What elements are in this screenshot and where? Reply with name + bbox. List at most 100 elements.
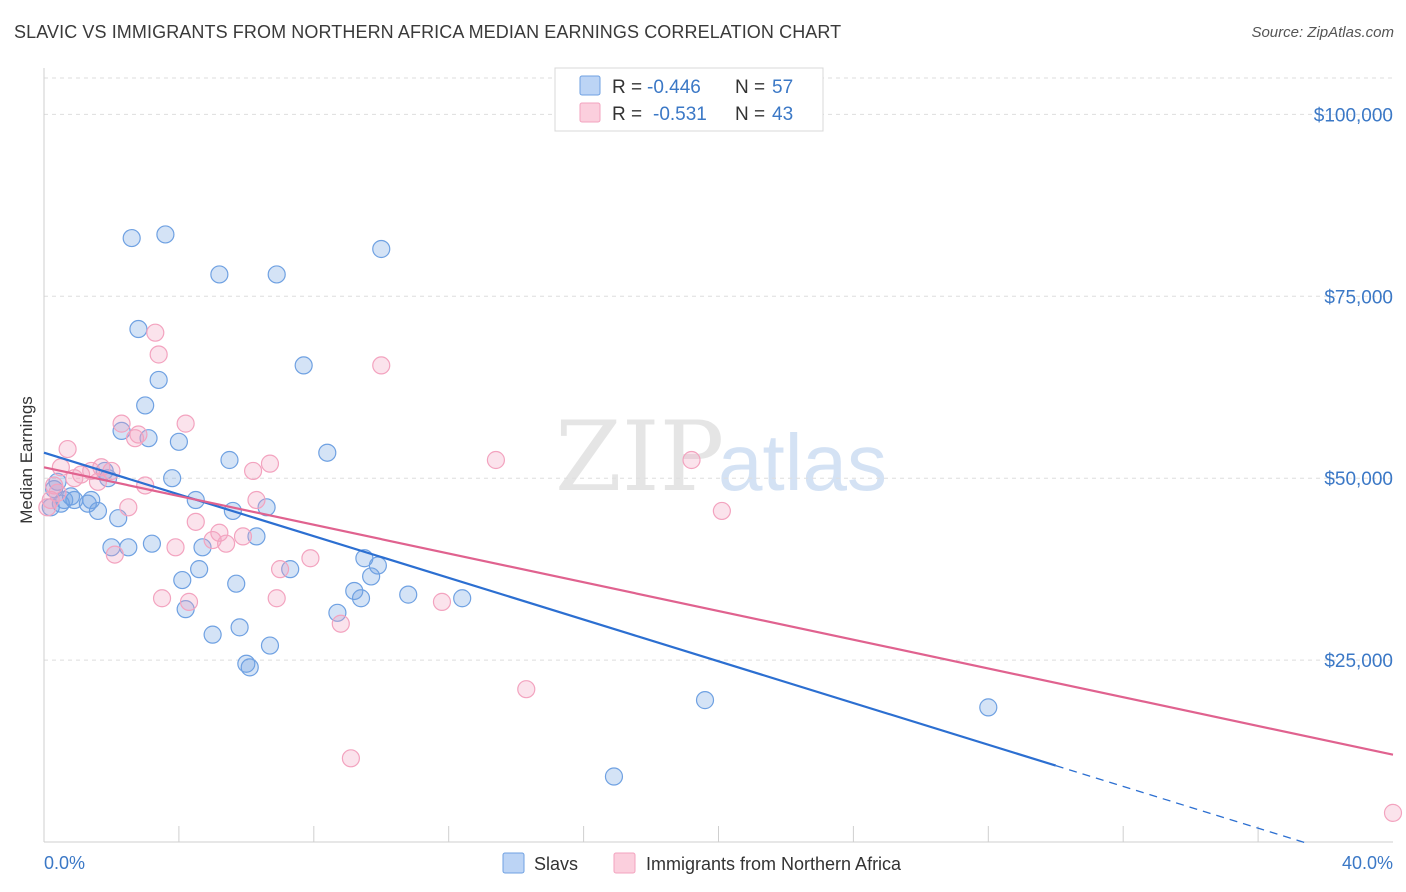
- point-slavs: [169, 432, 188, 451]
- point-immigrants: [119, 498, 138, 517]
- bottom-legend-label-immigrants: Immigrants from Northern Africa: [646, 854, 902, 874]
- x-tick-max: 40.0%: [1342, 853, 1393, 873]
- point-slavs: [88, 501, 108, 521]
- point-slavs: [368, 556, 387, 575]
- trend-line-slavs-extension: [1055, 764, 1309, 845]
- point-immigrants: [176, 414, 195, 433]
- point-slavs: [163, 469, 182, 488]
- legend-r-label-2: R =: [612, 104, 642, 125]
- y-tick-label: $100,000: [1314, 105, 1393, 126]
- legend-n-value-1: 57: [772, 77, 793, 98]
- watermark: ZIP atlas: [555, 401, 887, 513]
- point-immigrants: [112, 414, 131, 433]
- point-immigrants: [267, 589, 286, 608]
- point-slavs: [453, 589, 472, 608]
- point-slavs: [247, 527, 266, 546]
- point-immigrants: [1383, 803, 1403, 822]
- point-immigrants: [486, 450, 506, 470]
- point-slavs: [318, 443, 337, 462]
- bottom-legend-label-slavs: Slavs: [534, 854, 578, 874]
- point-immigrants: [243, 461, 263, 481]
- point-immigrants: [301, 549, 320, 568]
- point-slavs: [604, 767, 624, 786]
- point-slavs: [230, 618, 249, 637]
- point-slavs: [294, 356, 313, 375]
- point-slavs: [173, 570, 192, 590]
- legend-r-value-2: -0.531: [653, 104, 707, 125]
- point-immigrants: [712, 501, 731, 521]
- point-immigrants: [432, 592, 452, 611]
- point-slavs: [156, 225, 175, 244]
- point-slavs: [82, 490, 101, 510]
- point-slavs: [267, 265, 286, 284]
- x-tick-labels: 0.0% 40.0%: [44, 853, 1393, 873]
- point-slavs: [362, 567, 381, 586]
- legend-r-value-1: -0.446: [647, 77, 701, 98]
- point-slavs: [345, 581, 364, 601]
- trend-line-slavs: [43, 451, 1057, 767]
- grid-lines: [44, 77, 1393, 661]
- series-immigrants-points: [38, 323, 1403, 822]
- point-immigrants: [247, 490, 266, 510]
- point-slavs: [220, 450, 239, 470]
- legend-r-label-1: R =: [612, 77, 642, 98]
- series-legend: Slavs Immigrants from Northern Africa: [502, 852, 902, 874]
- point-immigrants: [372, 356, 391, 375]
- point-slavs: [260, 636, 280, 655]
- point-immigrants: [270, 560, 290, 579]
- point-immigrants: [105, 545, 124, 564]
- y-axis-label: Median Earnings: [17, 396, 36, 524]
- legend-swatch-immigrants: [579, 102, 601, 123]
- point-immigrants: [166, 538, 185, 557]
- point-slavs: [695, 691, 715, 710]
- point-slavs: [328, 603, 347, 622]
- point-immigrants: [517, 680, 536, 699]
- point-slavs: [399, 585, 418, 604]
- point-immigrants: [41, 490, 60, 510]
- watermark-zip: ZIP: [555, 401, 724, 513]
- bottom-legend-swatch-immigrants: [613, 852, 636, 874]
- point-immigrants: [129, 425, 148, 444]
- point-slavs: [979, 698, 998, 717]
- point-slavs: [203, 625, 222, 644]
- point-immigrants: [217, 534, 236, 553]
- point-slavs: [210, 265, 229, 284]
- legend-n-label-1: N =: [735, 77, 765, 98]
- point-slavs: [139, 429, 158, 448]
- point-slavs: [193, 538, 212, 557]
- y-tick-label: $75,000: [1324, 287, 1393, 308]
- point-slavs: [240, 658, 259, 677]
- point-immigrants: [58, 439, 77, 459]
- chart-title: SLAVIC VS IMMIGRANTS FROM NORTHERN AFRIC…: [14, 22, 842, 42]
- trend-line-immigrants: [43, 466, 1394, 756]
- point-immigrants: [260, 454, 280, 473]
- watermark-atlas: atlas: [718, 418, 887, 507]
- point-slavs: [129, 319, 148, 339]
- point-immigrants: [233, 527, 253, 546]
- x-tick-min: 0.0%: [44, 853, 85, 873]
- point-immigrants: [152, 589, 172, 608]
- point-immigrants: [186, 512, 205, 531]
- point-immigrants: [210, 523, 229, 542]
- point-immigrants: [682, 450, 701, 470]
- point-immigrants: [48, 483, 67, 502]
- point-slavs: [190, 560, 209, 579]
- point-slavs: [351, 589, 371, 608]
- y-tick-label: $25,000: [1324, 651, 1393, 672]
- point-slavs: [142, 534, 162, 553]
- stats-legend: R = -0.446 N = 57 R = -0.531 N = 43: [554, 67, 824, 132]
- point-slavs: [122, 228, 141, 248]
- bottom-legend-swatch-slavs: [502, 852, 525, 874]
- legend-n-value-2: 43: [772, 104, 793, 125]
- point-slavs: [281, 560, 300, 579]
- point-immigrants: [331, 614, 350, 633]
- point-immigrants: [179, 592, 199, 611]
- point-immigrants: [146, 323, 165, 342]
- trend-lines: [43, 451, 1394, 845]
- y-tick-labels: $25,000 $50,000 $75,000 $100,000: [1314, 105, 1393, 672]
- point-slavs: [149, 370, 168, 390]
- y-tick-label: $50,000: [1324, 469, 1393, 490]
- point-immigrants: [203, 530, 222, 550]
- chart-source: Source: ZipAtlas.com: [1251, 24, 1394, 41]
